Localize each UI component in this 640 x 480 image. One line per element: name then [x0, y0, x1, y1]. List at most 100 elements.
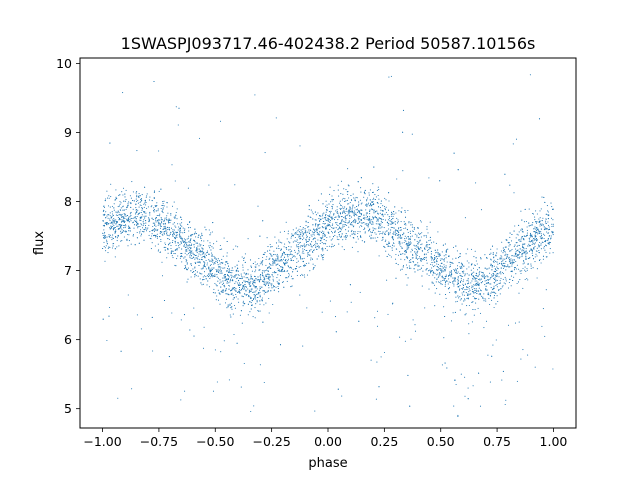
data-point — [314, 237, 316, 239]
data-point — [175, 226, 177, 228]
data-point — [459, 281, 462, 283]
data-point — [520, 238, 522, 240]
data-point — [199, 261, 201, 263]
data-point — [176, 249, 178, 251]
data-point — [116, 221, 118, 223]
data-point — [340, 208, 342, 210]
data-point — [414, 324, 416, 326]
data-point — [286, 280, 288, 282]
data-point — [348, 210, 350, 212]
data-point — [202, 265, 204, 267]
data-point — [540, 248, 542, 250]
data-point — [532, 212, 534, 215]
data-point — [113, 242, 115, 245]
data-point — [445, 254, 447, 256]
data-point — [302, 239, 304, 241]
data-point — [261, 264, 263, 266]
data-point — [166, 206, 168, 208]
data-point — [533, 228, 535, 230]
data-point — [340, 229, 342, 231]
data-point — [315, 224, 317, 226]
data-point — [309, 270, 311, 272]
data-point — [261, 272, 263, 274]
data-point — [430, 247, 432, 249]
data-point — [303, 246, 305, 248]
data-point — [214, 257, 216, 259]
data-point — [181, 252, 183, 255]
data-point — [263, 277, 265, 279]
data-point — [443, 258, 446, 260]
data-point — [418, 265, 420, 267]
data-point — [330, 239, 332, 241]
data-point — [513, 192, 515, 194]
data-point — [455, 245, 457, 247]
data-point — [256, 263, 259, 265]
data-point — [393, 227, 395, 229]
data-point — [233, 297, 235, 299]
data-point — [201, 284, 203, 286]
data-point — [174, 241, 176, 243]
data-point — [162, 204, 164, 206]
data-point — [272, 258, 274, 260]
data-point — [348, 197, 350, 199]
data-point — [342, 197, 344, 199]
data-point — [162, 212, 164, 214]
data-point — [510, 260, 512, 262]
data-point — [314, 219, 316, 221]
data-point — [264, 270, 266, 272]
data-point — [186, 259, 188, 261]
data-point — [339, 228, 342, 230]
data-point — [239, 292, 241, 294]
data-point — [427, 244, 429, 246]
data-point — [459, 253, 461, 255]
data-point — [244, 287, 246, 289]
data-point — [161, 275, 164, 277]
data-point — [224, 286, 226, 288]
data-point — [436, 260, 438, 262]
data-point — [442, 271, 444, 273]
data-point — [430, 271, 432, 273]
data-point — [416, 240, 418, 242]
data-point — [313, 232, 315, 234]
data-point — [470, 273, 473, 275]
data-point — [490, 287, 492, 289]
data-point — [339, 227, 341, 229]
data-point — [194, 231, 196, 233]
data-point — [514, 225, 516, 227]
data-point — [337, 219, 339, 221]
data-point — [410, 236, 412, 238]
data-point — [321, 237, 323, 239]
data-point — [523, 247, 525, 249]
data-point — [521, 270, 523, 272]
data-point — [130, 243, 132, 245]
data-point — [504, 403, 506, 406]
data-point — [283, 269, 286, 271]
data-point — [372, 198, 374, 201]
data-point — [366, 215, 369, 218]
data-point — [145, 196, 147, 198]
data-point — [268, 266, 270, 268]
data-point — [530, 265, 532, 267]
data-point — [249, 259, 252, 261]
data-point — [145, 220, 147, 222]
data-point — [519, 240, 521, 242]
data-point — [258, 291, 260, 294]
data-point — [161, 233, 163, 235]
data-point — [229, 304, 231, 306]
data-point — [477, 307, 479, 309]
data-point — [290, 266, 292, 268]
data-point — [123, 214, 126, 216]
data-point — [162, 202, 164, 205]
data-point — [161, 219, 163, 221]
data-point — [300, 265, 302, 268]
data-point — [209, 244, 211, 246]
data-point — [430, 263, 432, 265]
data-point — [189, 244, 191, 246]
data-point — [178, 247, 180, 249]
data-point — [220, 351, 222, 353]
data-point — [164, 225, 166, 227]
data-point — [169, 222, 171, 224]
data-point — [513, 255, 515, 257]
data-point — [197, 258, 199, 260]
data-point — [250, 297, 253, 299]
